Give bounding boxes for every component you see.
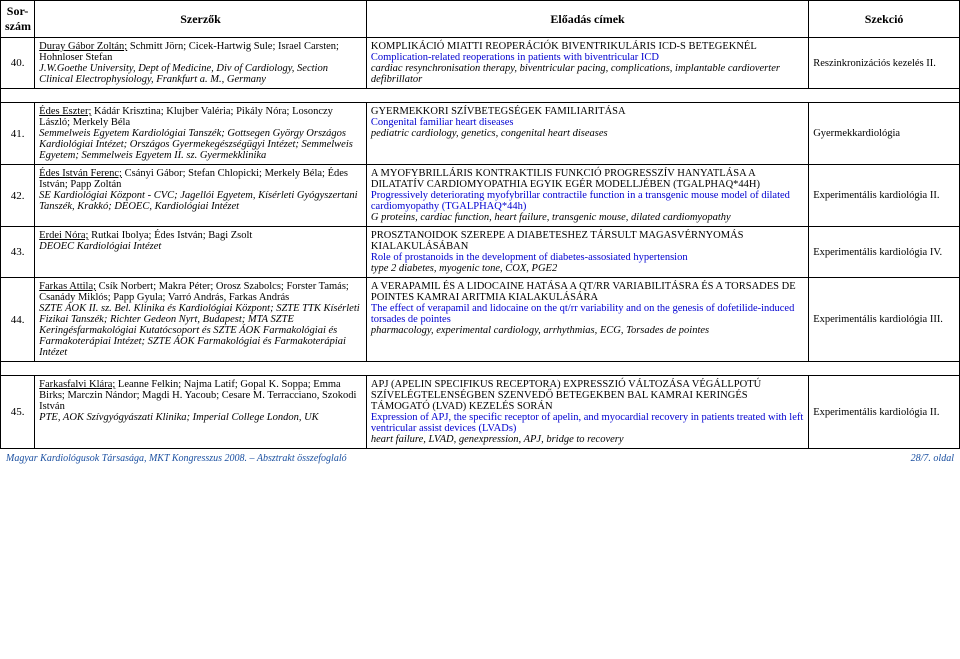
keywords: cardiac resynchronisation therapy, biven… <box>371 63 804 85</box>
table-row: 45.Farkasfalvi Klára; Leanne Felkin; Naj… <box>1 376 960 449</box>
title-cell: KOMPLIKÁCIÓ MIATTI REOPERÁCIÓK BIVENTRIK… <box>366 38 808 89</box>
section-cell: Experimentális kardiológia III. <box>809 278 960 362</box>
lead-author: Édes Eszter; <box>39 106 91 117</box>
title-en: Complication-related reoperations in pat… <box>371 52 804 63</box>
row-number: 43. <box>1 227 35 278</box>
title-cell: APJ (APELIN SPECIFIKUS RECEPTORA) EXPRES… <box>366 376 808 449</box>
header-titles: Előadás címek <box>366 1 808 38</box>
header-section: Szekció <box>809 1 960 38</box>
title-cell: PROSZTANOIDOK SZEREPE A DIABETESHEZ TÁRS… <box>366 227 808 278</box>
keywords: heart failure, LVAD, genexpression, APJ,… <box>371 434 804 445</box>
spacer-row <box>1 89 960 103</box>
title-en: Expression of APJ, the specific receptor… <box>371 412 804 434</box>
table-header-row: Sor- szám Szerzők Előadás címek Szekció <box>1 1 960 38</box>
authors-cell: Duray Gábor Zoltán; Schmitt Jörn; Cicek-… <box>35 38 367 89</box>
authors-cell: Farkas Attila; Csík Norbert; Makra Péter… <box>35 278 367 362</box>
lead-author: Farkasfalvi Klára; <box>39 379 115 390</box>
page-footer: Magyar Kardiológusok Társasága, MKT Kong… <box>0 449 960 468</box>
title-en: The effect of verapamil and lidocaine on… <box>371 303 804 325</box>
keywords: pediatric cardiology, genetics, congenit… <box>371 128 804 139</box>
footer-right: 28/7. oldal <box>911 453 954 464</box>
affiliation: J.W.Goethe University, Dept of Medicine,… <box>39 63 362 85</box>
affiliation: SZTE ÁOK II. sz. Bel. Klinika és Kardiol… <box>39 303 362 358</box>
title-cell: A MYOFYBRILLÁRIS KONTRAKTILIS FUNKCIÓ PR… <box>366 165 808 227</box>
section-cell: Reszinkronizációs kezelés II. <box>809 38 960 89</box>
title-cell: A VERAPAMIL ÉS A LIDOCAINE HATÁSA A QT/R… <box>366 278 808 362</box>
title-en: Role of prostanoids in the development o… <box>371 252 804 263</box>
keywords: pharmacology, experimental cardiology, a… <box>371 325 804 336</box>
title-hu: APJ (APELIN SPECIFIKUS RECEPTORA) EXPRES… <box>371 379 804 412</box>
title-hu: A MYOFYBRILLÁRIS KONTRAKTILIS FUNKCIÓ PR… <box>371 168 804 190</box>
row-number: 44. <box>1 278 35 362</box>
title-en: Progressively deteriorating myofybrillar… <box>371 190 804 212</box>
affiliation: Semmelweis Egyetem Kardiológiai Tanszék;… <box>39 128 362 161</box>
affiliation: SE Kardiológiai Központ - CVC; Jagellói … <box>39 190 362 212</box>
title-en: Congenital familiar heart diseases <box>371 117 804 128</box>
row-number: 42. <box>1 165 35 227</box>
title-cell: GYERMEKKORI SZÍVBETEGSÉGEK FAMILIARITÁSA… <box>366 103 808 165</box>
lead-author: Farkas Attila; <box>39 281 96 292</box>
row-number: 40. <box>1 38 35 89</box>
authors-cell: Édes István Ferenc; Csányi Gábor; Stefan… <box>35 165 367 227</box>
section-cell: Gyermekkardiológia <box>809 103 960 165</box>
row-number: 45. <box>1 376 35 449</box>
table-row: 41.Édes Eszter; Kádár Krisztina; Klujber… <box>1 103 960 165</box>
abstract-table: Sor- szám Szerzők Előadás címek Szekció … <box>0 0 960 449</box>
spacer-row <box>1 362 960 376</box>
lead-author: Erdei Nóra; <box>39 230 88 241</box>
keywords: G proteins, cardiac function, heart fail… <box>371 212 804 223</box>
co-authors: Rutkai Ibolya; Édes István; Bagi Zsolt <box>88 230 252 241</box>
table-row: 43.Erdei Nóra; Rutkai Ibolya; Édes Istvá… <box>1 227 960 278</box>
authors-cell: Erdei Nóra; Rutkai Ibolya; Édes István; … <box>35 227 367 278</box>
keywords: type 2 diabetes, myogenic tone, COX, PGE… <box>371 263 804 274</box>
affiliation: DEOEC Kardiológiai Intézet <box>39 241 362 252</box>
title-hu: KOMPLIKÁCIÓ MIATTI REOPERÁCIÓK BIVENTRIK… <box>371 41 804 52</box>
section-cell: Experimentális kardiológia II. <box>809 376 960 449</box>
section-cell: Experimentális kardiológia II. <box>809 165 960 227</box>
affiliation: PTE, AOK Szívgyógyászati Klinika; Imperi… <box>39 412 362 423</box>
section-cell: Experimentális kardiológia IV. <box>809 227 960 278</box>
footer-left: Magyar Kardiológusok Társasága, MKT Kong… <box>6 453 347 464</box>
table-row: 42.Édes István Ferenc; Csányi Gábor; Ste… <box>1 165 960 227</box>
lead-author: Duray Gábor Zoltán; <box>39 41 127 52</box>
table-row: 44.Farkas Attila; Csík Norbert; Makra Pé… <box>1 278 960 362</box>
title-hu: GYERMEKKORI SZÍVBETEGSÉGEK FAMILIARITÁSA <box>371 106 804 117</box>
header-num: Sor- szám <box>1 1 35 38</box>
title-hu: PROSZTANOIDOK SZEREPE A DIABETESHEZ TÁRS… <box>371 230 804 252</box>
authors-cell: Farkasfalvi Klára; Leanne Felkin; Najma … <box>35 376 367 449</box>
authors-cell: Édes Eszter; Kádár Krisztina; Klujber Va… <box>35 103 367 165</box>
title-hu: A VERAPAMIL ÉS A LIDOCAINE HATÁSA A QT/R… <box>371 281 804 303</box>
row-number: 41. <box>1 103 35 165</box>
lead-author: Édes István Ferenc; <box>39 168 122 179</box>
table-row: 40.Duray Gábor Zoltán; Schmitt Jörn; Cic… <box>1 38 960 89</box>
header-authors: Szerzők <box>35 1 367 38</box>
